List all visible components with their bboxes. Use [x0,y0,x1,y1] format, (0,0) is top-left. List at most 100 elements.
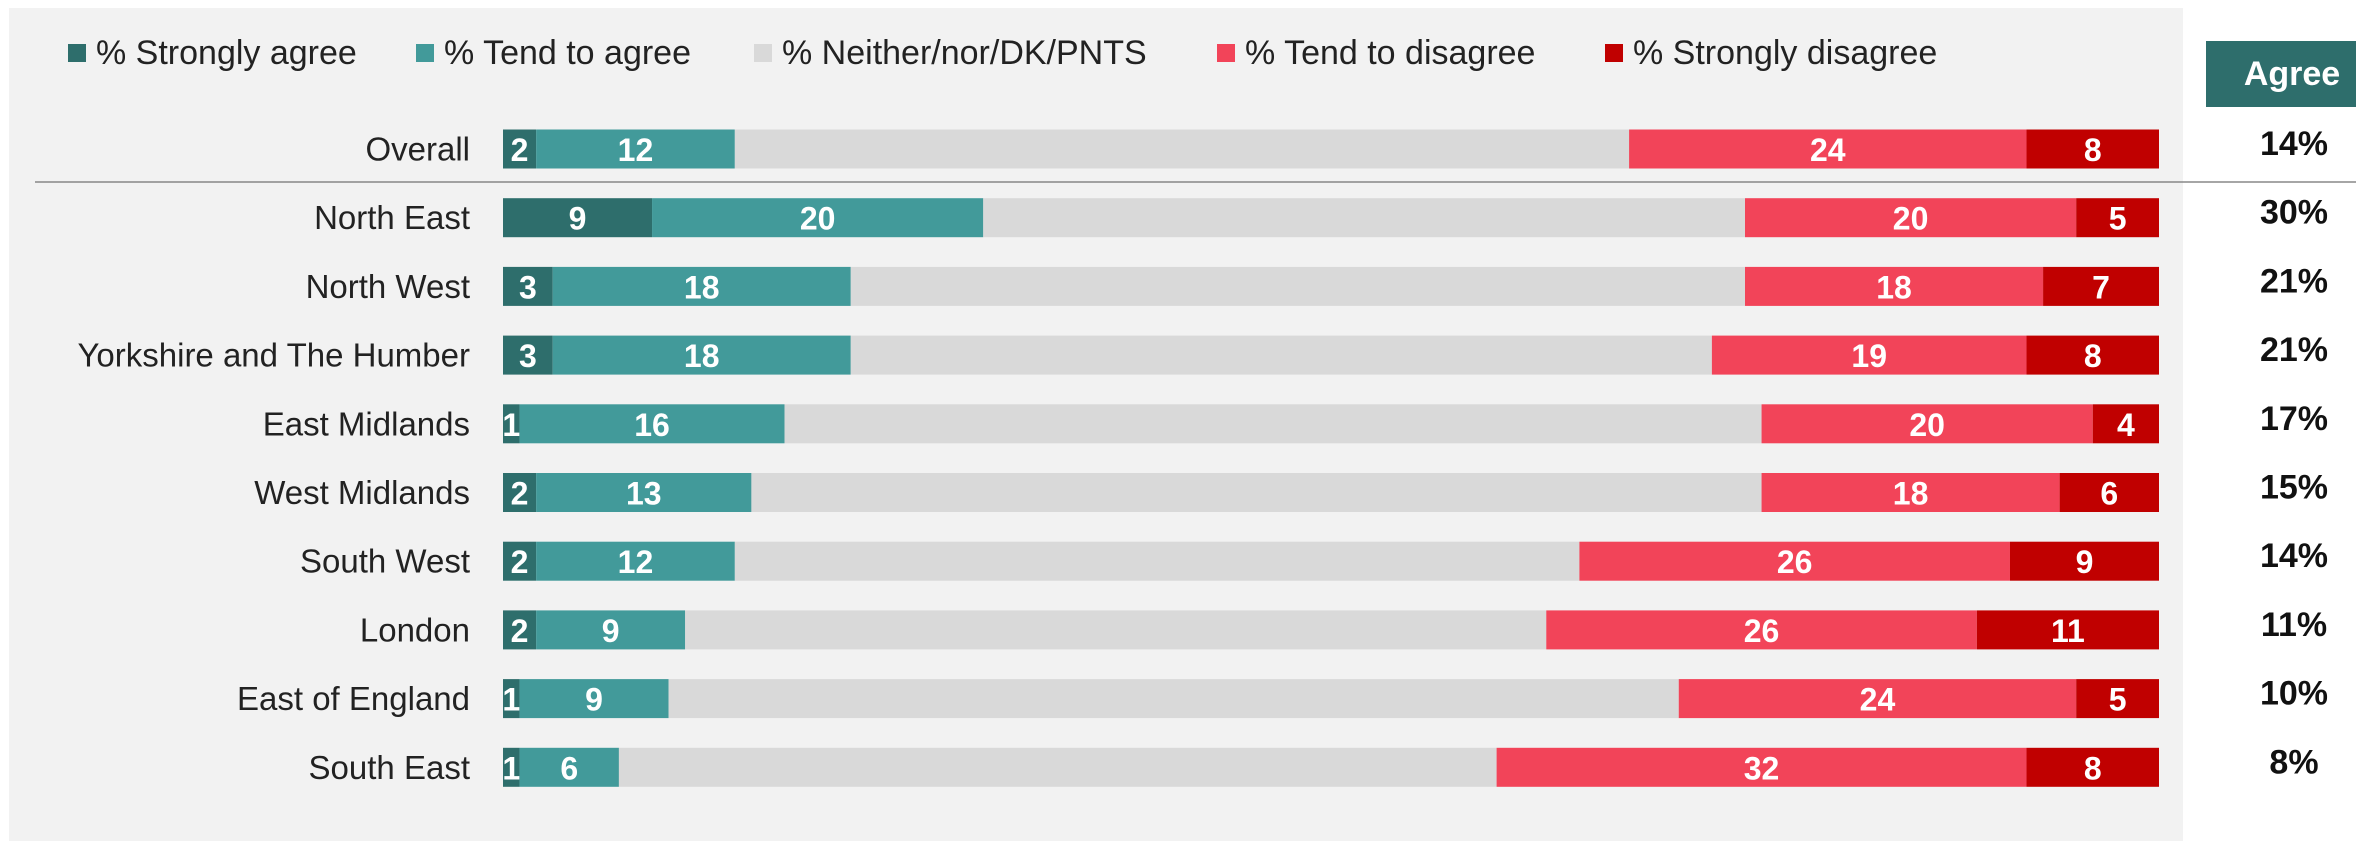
bar-segment [1745,266,2044,306]
bar-segment [536,541,735,581]
legend-swatch [416,44,434,62]
agree-value: 21% [2260,331,2328,369]
data-label: 20 [1909,407,1945,443]
data-label: 3 [519,338,537,374]
legend-label: % Tend to disagree [1245,34,1535,72]
data-label: 12 [618,132,654,168]
data-label: 32 [1744,750,1780,786]
bar-segment [2059,473,2159,512]
agree-value: 8% [2269,743,2318,781]
legend-label: % Strongly disagree [1633,34,1937,72]
agree-value: 15% [2260,469,2328,507]
bar-segment [784,404,1762,444]
bar-segment [1761,404,2093,444]
data-label: 18 [684,269,720,305]
bar-segment [2009,541,2159,581]
y-tick-label: West Midlands [254,474,470,511]
bar-segment [2026,335,2159,375]
data-label: 24 [1860,682,1896,718]
bar-segment [519,747,619,787]
y-tick-label: London [360,611,470,648]
data-label: 3 [519,269,537,305]
data-label: 5 [2109,682,2127,718]
data-label: 1 [502,750,520,786]
data-label: 6 [560,750,578,786]
data-label: 9 [602,613,620,649]
bar-segment [552,266,851,306]
data-label: 16 [634,407,670,443]
bar-segment [2076,679,2159,719]
legend-label: % Neither/nor/DK/PNTS [782,34,1147,72]
agree-value: 21% [2260,262,2328,300]
data-label: 18 [684,338,720,374]
bar-segment [503,129,537,169]
y-tick-label: Yorkshire and The Humber [77,337,470,374]
bar-segment [503,473,537,512]
bar-segment [751,473,1762,512]
data-label: 12 [618,544,654,580]
legend-swatch [1605,44,1623,62]
data-label: 20 [800,201,836,237]
legend-swatch [754,44,772,62]
data-label: 2 [511,132,529,168]
bar-segment [503,610,537,650]
agree-header: Agree [2244,55,2340,93]
bar-segment [1976,610,2159,650]
bar-segment [1546,610,1977,650]
bar-segment [519,679,669,719]
legend-swatch [1217,44,1235,62]
bar-segment [2026,747,2159,787]
data-label: 26 [1744,613,1780,649]
bar-segment [503,541,537,581]
bar-segment [734,129,1630,169]
bar-segment [536,610,686,650]
y-tick-label: North East [314,199,470,236]
bar-segment [2092,404,2159,444]
bar-segment [536,129,735,169]
data-label: 8 [2084,338,2102,374]
data-label: 13 [626,476,662,512]
bar-segment [850,335,1712,375]
y-tick-label: North West [306,268,470,305]
agree-value: 17% [2260,400,2328,438]
bar-segment [552,335,851,375]
y-tick-label: East of England [237,680,470,717]
bar-segment [503,404,520,444]
data-label: 11 [2051,613,2085,649]
bar-segment [503,679,520,719]
bar-segment [850,266,1745,306]
agree-value: 11% [2261,606,2327,644]
bar-segment [685,610,1547,650]
agree-value: 14% [2260,537,2328,575]
data-label: 2 [511,613,529,649]
y-tick-label: South East [309,749,470,786]
bar-segment [668,679,1679,719]
y-tick-label: Overall [365,131,470,168]
data-label: 7 [2092,269,2110,305]
bar-segment [1745,198,2077,238]
data-label: 2 [511,544,529,580]
bar-segment [2076,198,2159,238]
bar-segment [618,747,1497,787]
y-tick-label: East Midlands [263,405,470,442]
data-label: 9 [585,682,603,718]
data-label: 24 [1810,132,1846,168]
data-label: 19 [1851,338,1887,374]
data-label: 1 [502,682,520,718]
bar-segment [983,198,1745,238]
bar-segment [1629,129,2027,169]
bar-segment [1678,679,2077,719]
data-label: 20 [1893,201,1929,237]
bar-segment [503,266,553,306]
data-label: 4 [2117,407,2135,443]
data-label: 8 [2084,132,2102,168]
bar-segment [1579,541,2010,581]
data-label: 18 [1893,476,1929,512]
legend-label: % Strongly agree [96,34,357,72]
data-label: 18 [1876,269,1912,305]
bar-segment [519,404,785,444]
bar-segment [652,198,984,238]
data-label: 9 [569,201,587,237]
agree-header-box [2206,41,2356,107]
